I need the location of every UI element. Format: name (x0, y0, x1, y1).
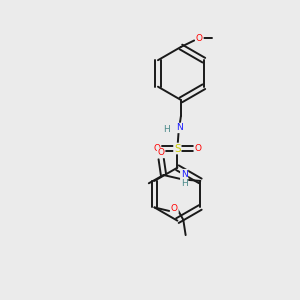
Text: S: S (174, 143, 181, 154)
Text: O: O (194, 144, 202, 153)
Text: O: O (171, 203, 178, 212)
Text: H: H (181, 179, 188, 188)
Text: H: H (164, 125, 170, 134)
Text: O: O (158, 148, 165, 158)
Text: N: N (176, 123, 183, 132)
Text: O: O (153, 144, 160, 153)
Text: N: N (181, 169, 188, 178)
Text: O: O (196, 34, 203, 43)
